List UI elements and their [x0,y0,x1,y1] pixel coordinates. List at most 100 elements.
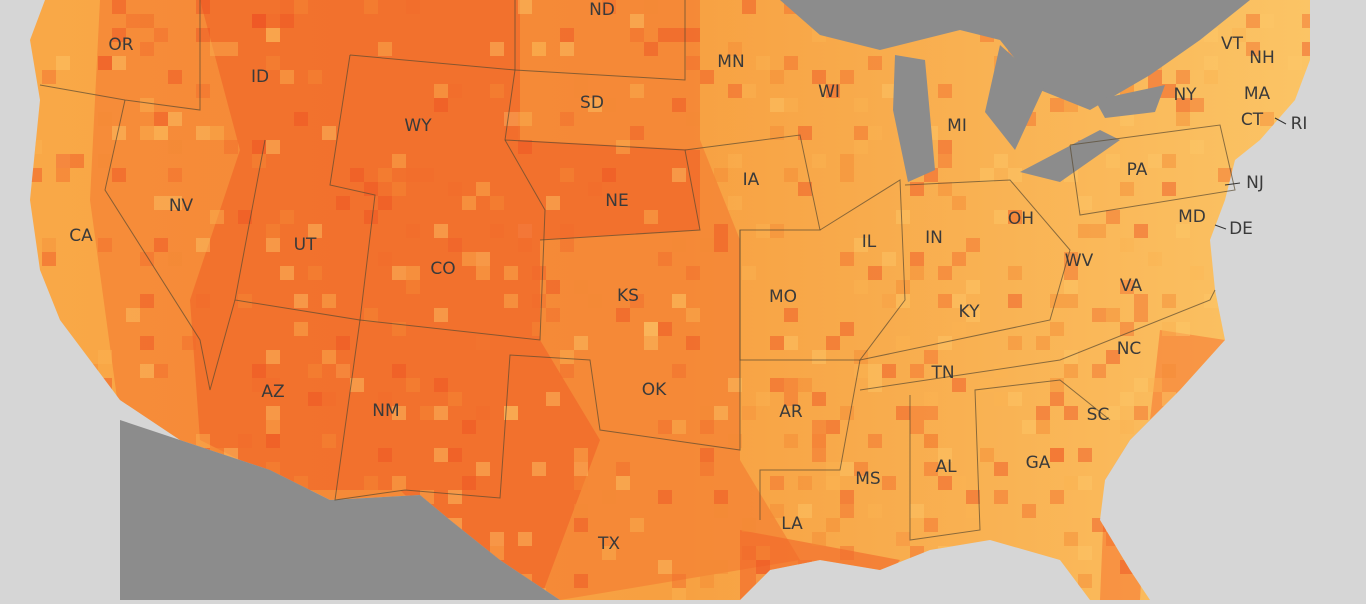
heat-pixel [798,574,812,588]
heat-pixel [140,42,154,56]
heat-pixel [1288,210,1302,224]
heat-pixel [266,56,280,70]
heat-pixel [868,266,882,280]
heat-pixel [1134,504,1148,518]
heat-pixel [602,546,616,560]
heat-pixel [574,448,588,462]
state-label: WY [404,116,432,136]
heat-pixel [378,252,392,266]
heat-pixel [1134,406,1148,420]
heat-pixel [182,336,196,350]
state-label: VA [1120,276,1143,296]
heat-pixel [224,42,238,56]
heat-pixel [406,168,420,182]
heat-pixel [658,28,672,42]
heat-pixel [56,448,70,462]
heat-pixel [308,224,322,238]
heat-pixel [728,84,742,98]
heat-pixel [966,238,980,252]
heat-pixel [938,140,952,154]
heat-pixel [994,392,1008,406]
heat-pixel [1204,56,1218,70]
heat-pixel [602,168,616,182]
heat-pixel [1302,42,1310,56]
heat-pixel [322,294,336,308]
heat-pixel [112,126,126,140]
heat-pixel [490,196,504,210]
heat-pixel [140,294,154,308]
heat-pixel [1008,210,1022,224]
heat-pixel [616,308,630,322]
heat-pixel [910,420,924,434]
heat-pixel [1008,168,1022,182]
heat-pixel [924,406,938,420]
heat-pixel [1162,294,1176,308]
heat-pixel [1148,252,1162,266]
heat-pixel [952,322,966,336]
heat-pixel [518,224,532,238]
heat-pixel [854,140,868,154]
heat-pixel [1120,280,1134,294]
heat-pixel [266,28,280,42]
heat-pixel [1288,182,1302,196]
heat-pixel [140,14,154,28]
heat-pixel [168,140,182,154]
heat-pixel [728,154,742,168]
heat-pixel [644,322,658,336]
heat-pixel [1232,406,1246,420]
heat-pixel [1260,420,1274,434]
heat-pixel [826,420,840,434]
heat-pixel [392,182,406,196]
heat-pixel [84,364,98,378]
heat-pixel [140,364,154,378]
heat-pixel [1246,518,1260,532]
heat-pixel [1078,476,1092,490]
heat-pixel [784,392,798,406]
heat-pixel [518,532,532,546]
heat-pixel [490,532,504,546]
heat-pixel [266,434,280,448]
state-label: ND [589,0,615,20]
heat-pixel [1106,532,1120,546]
heat-pixel [434,448,448,462]
heat-pixel [196,28,210,42]
heat-pixel [1106,350,1120,364]
heat-pixel [1050,322,1064,336]
heat-pixel [1260,518,1274,532]
heat-pixel [994,210,1008,224]
heat-pixel [378,42,392,56]
heat-pixel [378,448,392,462]
heat-pixel [1064,364,1078,378]
heat-pixel [854,238,868,252]
heat-pixel [1190,504,1204,518]
heat-pixel [1148,560,1162,574]
heat-pixel [868,56,882,70]
heat-pixel [714,560,728,574]
heat-pixel [756,574,770,588]
heat-pixel [196,126,210,140]
heat-pixel [168,252,182,266]
heat-pixel [672,420,686,434]
heat-pixel [966,280,980,294]
heat-pixel [1134,462,1148,476]
heat-pixel [1260,112,1274,126]
heat-pixel [14,112,28,126]
heat-pixel [1190,266,1204,280]
heat-pixel [980,168,994,182]
heat-pixel [14,588,28,600]
heat-pixel [574,504,588,518]
heat-pixel [238,210,252,224]
heat-pixel [994,462,1008,476]
heat-pixel [98,112,112,126]
heat-pixel [784,168,798,182]
heat-pixel [448,490,462,504]
heat-pixel [294,0,308,14]
state-label: MI [947,116,967,136]
heat-pixel [1260,518,1274,532]
heat-pixel [994,154,1008,168]
heat-pixel [560,364,574,378]
heat-pixel [518,140,532,154]
heat-pixel [252,14,266,28]
heat-pixel [504,112,518,126]
